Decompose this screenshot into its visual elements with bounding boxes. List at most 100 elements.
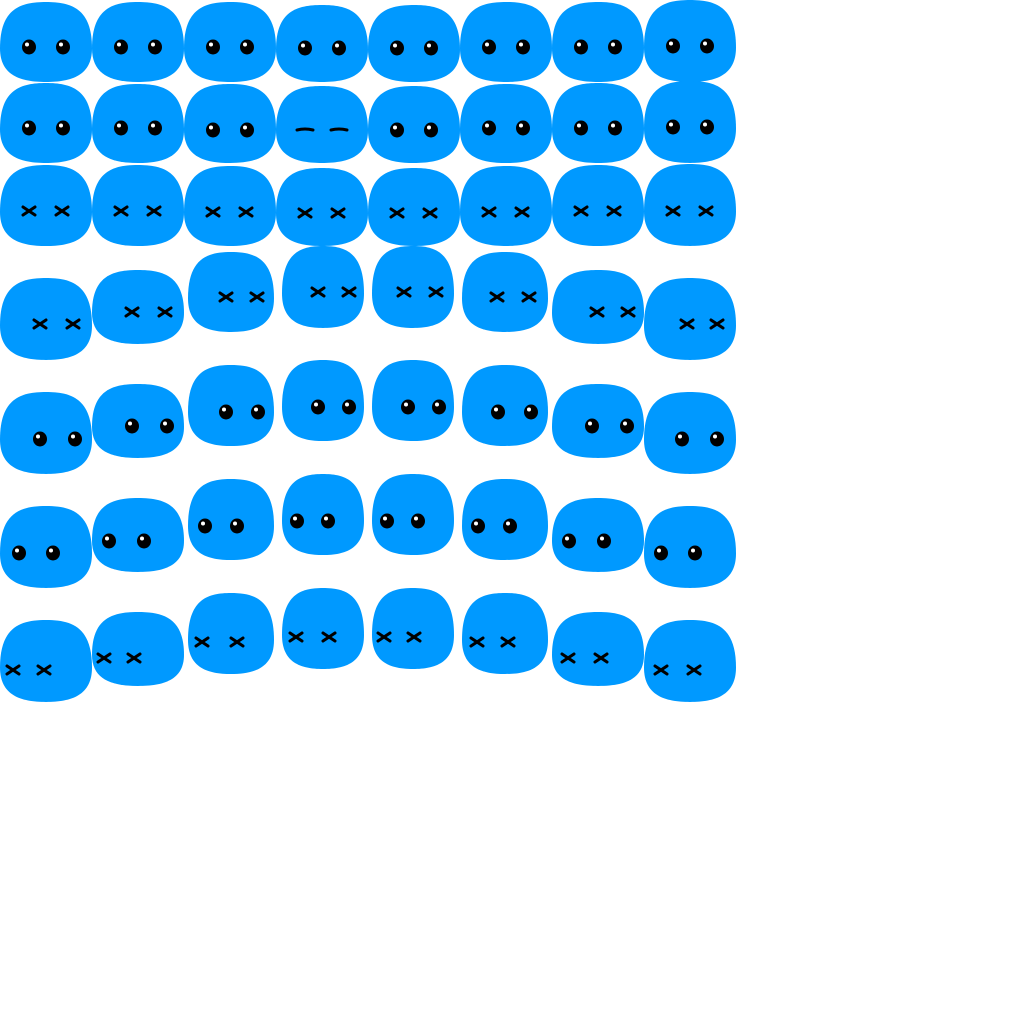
eye-left-icon <box>482 39 496 55</box>
slime-body <box>552 165 644 246</box>
eye-left-icon <box>471 518 485 534</box>
eye-right-icon <box>46 545 60 561</box>
eye-right-icon <box>432 399 446 415</box>
cross-eye-left-icon <box>665 205 681 217</box>
slime-body <box>184 2 276 82</box>
slime-body <box>188 479 274 560</box>
slime-sprite <box>644 0 736 82</box>
slime-body <box>644 392 736 474</box>
eye-left-icon <box>390 40 404 56</box>
slime-body <box>0 165 92 246</box>
cross-eye-right-icon <box>126 652 142 664</box>
slime-sprite <box>276 5 368 82</box>
slime-sprite <box>282 246 364 328</box>
slime-body <box>0 2 92 82</box>
eye-right-icon <box>516 39 530 55</box>
slime-sprite <box>282 360 364 441</box>
cross-eye-right-icon <box>146 205 162 217</box>
cross-eye-right-icon <box>65 318 81 330</box>
slime-body <box>644 164 736 246</box>
eye-right-icon <box>160 418 174 434</box>
slime-sprite <box>460 166 552 246</box>
slime-sprite <box>462 593 548 674</box>
eye-right-icon <box>608 120 622 136</box>
slime-sprite <box>368 168 460 246</box>
slime-sprite <box>552 270 644 344</box>
cross-eye-right-icon <box>428 286 444 298</box>
slime-body <box>92 612 184 686</box>
cross-eye-right-icon <box>521 291 537 303</box>
slime-sprite <box>372 360 454 441</box>
slime-sprite <box>644 278 736 360</box>
cross-eye-left-icon <box>194 636 210 648</box>
slime-sprite <box>0 620 92 702</box>
slime-sprite <box>462 365 548 446</box>
slime-body <box>644 620 736 702</box>
cross-eye-left-icon <box>653 664 669 676</box>
cross-eye-left-icon <box>679 318 695 330</box>
eye-right-icon <box>516 120 530 136</box>
eye-left-icon <box>491 404 505 420</box>
cross-eye-left-icon <box>96 652 112 664</box>
slime-body <box>552 498 644 572</box>
slime-sprite <box>644 506 736 588</box>
eye-right-icon <box>251 404 265 420</box>
eye-right-icon <box>148 39 162 55</box>
eye-right-icon <box>700 38 714 54</box>
cross-eye-left-icon <box>288 631 304 643</box>
slime-sprite <box>552 2 644 82</box>
slime-body <box>368 168 460 246</box>
eye-left-icon <box>290 513 304 529</box>
slime-sprite <box>368 5 460 82</box>
eye-right-icon <box>710 431 724 447</box>
cross-eye-left-icon <box>469 636 485 648</box>
cross-eye-right-icon <box>36 664 52 676</box>
slime-sprite <box>276 86 368 163</box>
slime-sprite <box>552 384 644 458</box>
cross-eye-right-icon <box>229 636 245 648</box>
cross-eye-left-icon <box>489 291 505 303</box>
cross-eye-right-icon <box>54 205 70 217</box>
cross-eye-right-icon <box>330 207 346 219</box>
slime-sprite <box>462 252 548 332</box>
slime-sprite <box>552 612 644 686</box>
slime-sprite <box>282 588 364 669</box>
cross-eye-left-icon <box>389 207 405 219</box>
slime-body <box>92 165 184 246</box>
slime-sprite <box>92 612 184 686</box>
cross-eye-right-icon <box>321 631 337 643</box>
slime-sprite <box>188 365 274 446</box>
eye-left-icon <box>666 119 680 135</box>
slime-sprite <box>92 384 184 458</box>
slime-body <box>276 86 368 163</box>
slime-body <box>372 360 454 441</box>
eye-right-icon <box>230 518 244 534</box>
slime-sprite <box>92 498 184 572</box>
slime-body <box>92 84 184 163</box>
slime-sprite <box>92 84 184 163</box>
cross-eye-left-icon <box>205 206 221 218</box>
eye-left-icon <box>219 404 233 420</box>
cross-eye-right-icon <box>593 652 609 664</box>
slime-sprite <box>552 83 644 163</box>
eye-left-icon <box>114 39 128 55</box>
slime-sprite <box>552 165 644 246</box>
eye-right-icon <box>342 399 356 415</box>
cross-eye-left-icon <box>573 205 589 217</box>
eye-left-icon <box>574 120 588 136</box>
slime-body <box>188 365 274 446</box>
slime-body <box>644 0 736 82</box>
eye-right-icon <box>608 39 622 55</box>
eye-left-icon <box>206 122 220 138</box>
cross-eye-right-icon <box>406 631 422 643</box>
slime-body <box>462 593 548 674</box>
eye-right-icon <box>424 40 438 56</box>
slime-body <box>462 252 548 332</box>
eye-left-icon <box>654 545 668 561</box>
sprite-row-move <box>0 474 736 588</box>
cross-eye-left-icon <box>481 206 497 218</box>
sprite-row-jump <box>0 360 736 474</box>
slime-sprite <box>372 588 454 669</box>
eye-right-icon <box>56 120 70 136</box>
